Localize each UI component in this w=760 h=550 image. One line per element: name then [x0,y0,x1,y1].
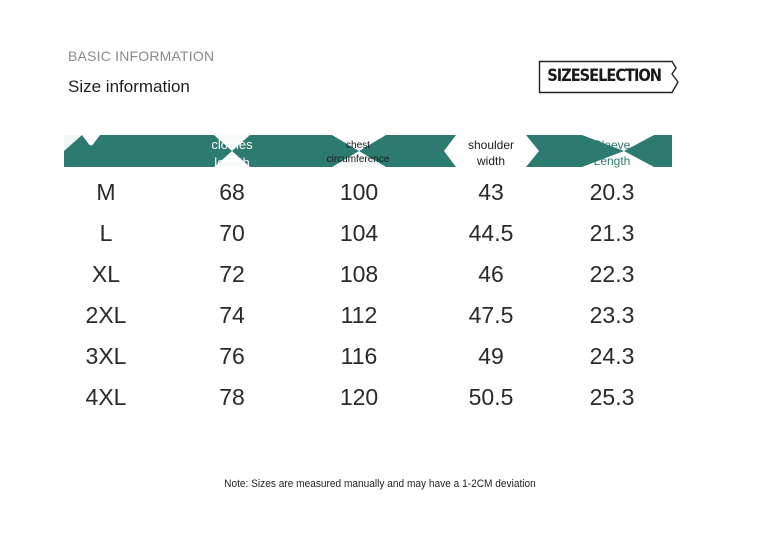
value-cell: 21.3 [589,220,635,246]
column-header-line1: chest [346,140,370,151]
value-cell: 50.5 [468,384,514,410]
value-cell: 76 [219,343,245,369]
column-header-line1: clothes [211,137,253,152]
badge-label: SIZESELECTION [547,66,662,86]
table-row: XL 72 108 46 22.3 [40,254,700,294]
value-cell: 23.3 [589,302,635,328]
value-cell: 22.3 [589,261,635,287]
size-cell: XL [91,261,121,287]
column-header: clothes length [172,136,292,171]
size-column-header: size [80,135,137,170]
value-cell: 46 [478,261,504,287]
value-cell: 108 [339,261,379,287]
column-header: shoulder width [431,137,551,169]
value-cell: 68 [219,179,245,205]
column-header-line1: Sleeve [593,138,631,152]
size-cell: L [99,220,113,246]
value-cell: 74 [219,302,245,328]
value-cell: 100 [339,179,379,205]
size-cell: 3XL [85,343,127,369]
column-header-line2: width [476,154,505,169]
value-cell: 116 [340,343,378,369]
value-cell: 24.3 [589,343,635,369]
section-subtitle: Size information [68,77,190,96]
value-cell: 104 [339,220,379,246]
value-cell: 49 [478,343,504,369]
size-selection-badge: SIZESELECTION [538,60,679,94]
table-row: L 70 104 44.5 21.3 [40,213,700,253]
eyebrow-heading: BASIC INFORMATION [68,48,215,64]
column-header-line2: Length [593,154,631,169]
column-header: chest circumference [298,139,418,166]
size-cell: 4XL [85,384,127,410]
value-cell: 78 [219,384,245,410]
table-row: M 68 100 43 20.3 [40,172,700,212]
value-cell: 43 [478,179,504,205]
band-shape [64,135,672,167]
column-header: Sleeve Length [552,137,672,169]
value-cell: 20.3 [589,179,635,205]
value-cell: 72 [219,261,245,287]
table-row: 2XL 74 112 47.5 23.3 [40,295,700,335]
table-row: 4XL 78 120 50.5 25.3 [40,377,700,417]
size-cell: 2XL [85,302,127,328]
value-cell: 120 [339,384,379,410]
badge-frame [538,60,679,94]
table-row: 3XL 76 116 49 24.3 [40,336,700,376]
header-band [64,135,672,167]
column-header-line1: shoulder [467,138,515,152]
measurement-note: Note: Sizes are measured manually and ma… [224,478,536,490]
value-cell: 25.3 [589,384,635,410]
size-cell: M [96,179,116,205]
column-header-line2: length [214,154,250,170]
value-cell: 70 [219,220,245,246]
value-cell: 112 [340,302,378,328]
value-cell: 44.5 [468,220,514,246]
column-header-line2: circumference [326,153,390,165]
value-cell: 47.5 [468,302,514,328]
